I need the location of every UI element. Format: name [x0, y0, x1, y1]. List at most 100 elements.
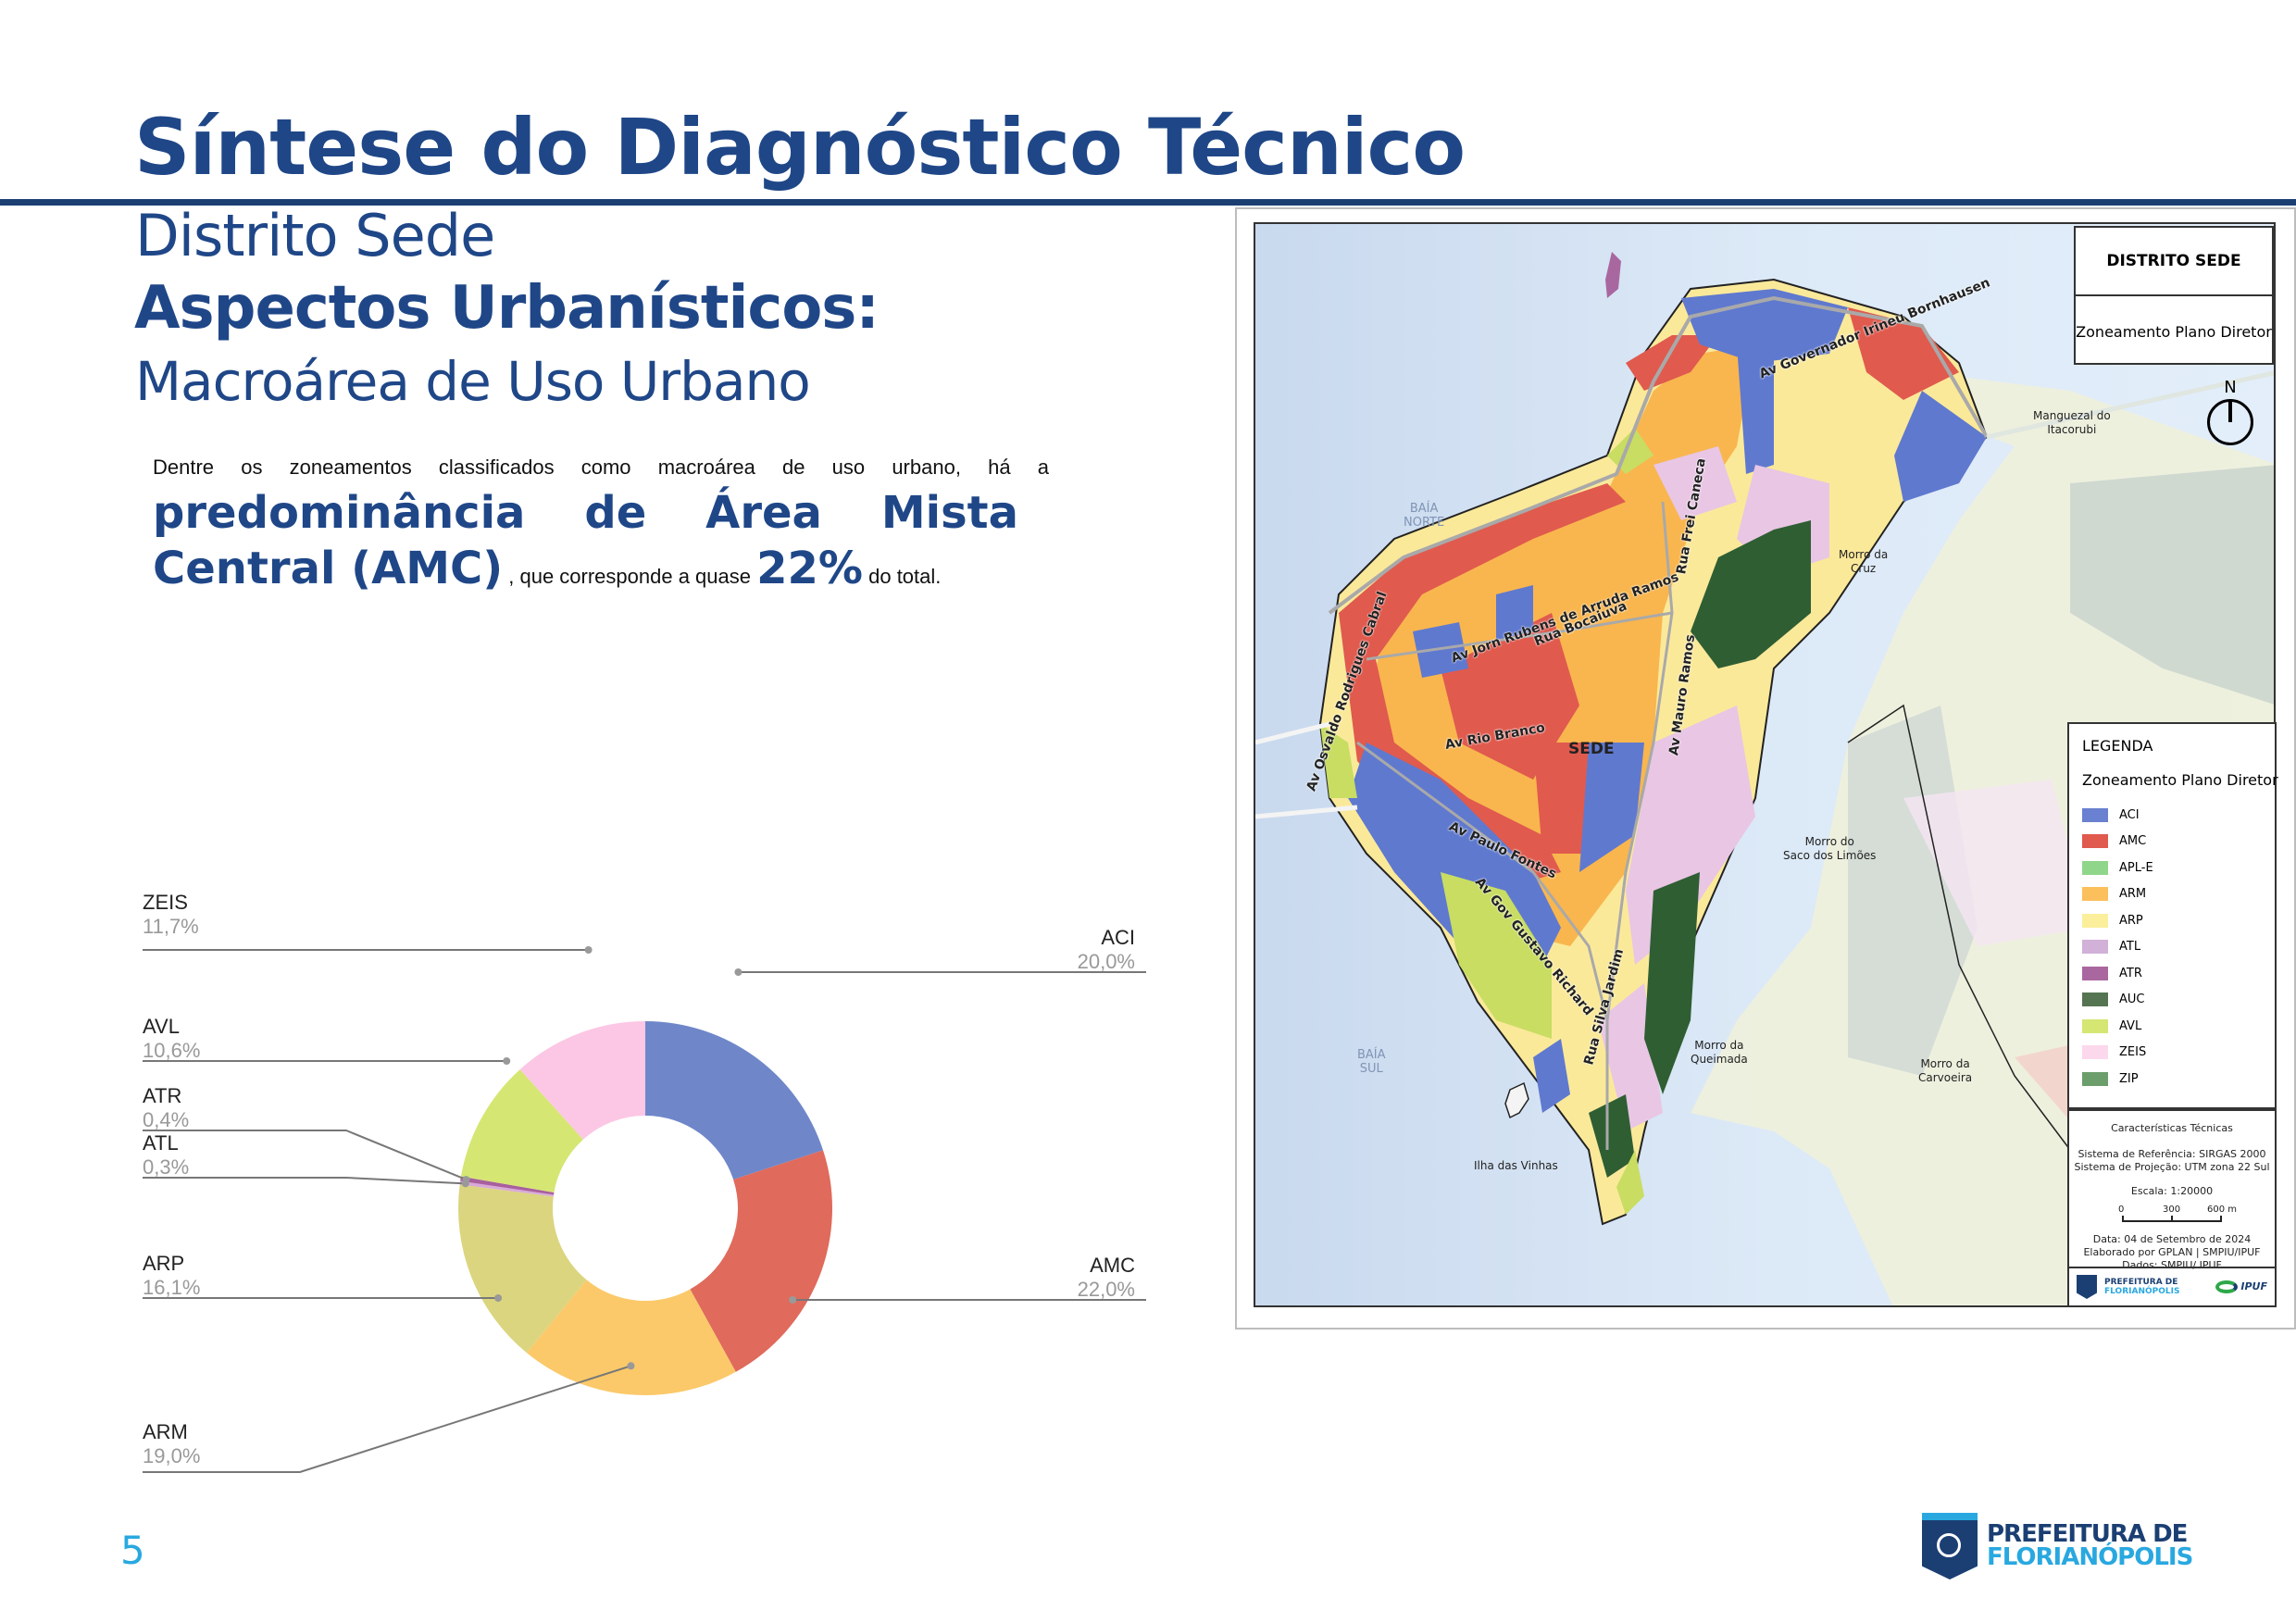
donut-slice-arp[interactable]: [457, 1184, 587, 1354]
map-label-baia-norte: BAÍA NORTE: [1404, 502, 1445, 530]
scale-tick-300: 300: [2163, 1205, 2181, 1215]
donut-slice-atr[interactable]: [460, 1176, 555, 1195]
summary-bold: Central (AMC): [153, 543, 504, 594]
legend-item: ATR: [2082, 960, 2262, 987]
technical-info: Características Técnicas Sistema de Refe…: [2067, 1109, 2277, 1307]
summary-line-2: predominância de Área Mista: [153, 487, 1018, 539]
label-atr: ATR 0,4%: [143, 1084, 190, 1131]
legend-swatch: [2082, 887, 2108, 902]
legend-label: AMC: [2119, 834, 2147, 849]
legend-item: ZEIS: [2082, 1040, 2262, 1067]
donut-slice-arm[interactable]: [526, 1280, 736, 1395]
scale-tick-0: 0: [2118, 1205, 2125, 1215]
legend-label: ATL: [2119, 940, 2141, 955]
donut-chart: ZEIS 11,7% AVL 10,6% ATR 0,4% ATL 0,3% ARP 16…: [0, 833, 1204, 1500]
tech-date: Data: 04 de Setembro de 2024: [2092, 1233, 2252, 1245]
north-arrow: N: [2205, 378, 2255, 445]
scale-bar: 0 300 600 m: [2116, 1204, 2237, 1226]
leader-line: [143, 1130, 467, 1180]
tech-author: Elaborado por GPLAN | SMPIU/IPUF: [2083, 1246, 2261, 1258]
summary-line-3: Central (AMC) , que corresponde a quase …: [153, 541, 1049, 605]
leader-dot: [503, 1057, 511, 1065]
legend-swatch: [2082, 1045, 2108, 1060]
legend-label: ACI: [2119, 807, 2140, 822]
summary-percent: 22%: [756, 543, 863, 594]
legend-item: ACI: [2082, 802, 2262, 829]
legend-swatch: [2082, 966, 2108, 980]
legend-item: ATL: [2082, 934, 2262, 961]
leader-dot: [462, 1176, 470, 1184]
legend-item: AUC: [2082, 987, 2262, 1014]
legend-label: ZIP: [2119, 1071, 2139, 1086]
label-aci: ACI 20,0%: [1077, 926, 1135, 973]
donut-slice-amc[interactable]: [690, 1150, 832, 1372]
map-label-morro-carvoeira: Morro da Carvoeira: [1918, 1057, 1973, 1084]
leader-dot: [627, 1362, 635, 1370]
compass-icon: [2207, 399, 2253, 445]
label-amc: AMC 22,0%: [1077, 1254, 1135, 1301]
summary-paragraph: Dentre os zoneamentos classificados como…: [153, 456, 1049, 605]
label-avl: AVL 10,6%: [143, 1015, 201, 1062]
north-label: N: [2224, 378, 2237, 397]
legend-item: ARP: [2082, 907, 2262, 934]
prefeitura-logo-text: PREFEITURA DE FLORIANÓPOLIS: [1987, 1520, 2193, 1571]
leader-dot: [584, 946, 593, 954]
map-label-morro-saco-limoes: Morro do Saco dos Limões: [1783, 835, 1877, 862]
legend-swatch: [2082, 1071, 2108, 1086]
map-title-box: DISTRITO SEDE Zoneamento Plano Diretor: [2074, 226, 2274, 365]
tech-heading: Características Técnicas: [2111, 1122, 2233, 1134]
legend-swatch: [2082, 807, 2108, 822]
legend-swatch: [2082, 834, 2108, 849]
prefeitura-mini-logo: PREFEITURA DE FLORIANÓPOLIS: [2104, 1278, 2180, 1296]
map-title: DISTRITO SEDE: [2076, 228, 2272, 296]
legend-item: AMC: [2082, 829, 2262, 855]
prefeitura-shield-icon: [2077, 1275, 2097, 1299]
tech-scale: Escala: 1:20000: [2130, 1185, 2214, 1197]
section-subtitle: Aspectos Urbanísticos:: [134, 274, 880, 343]
legend-swatch: [2082, 1018, 2108, 1033]
legend-item: AVL: [2082, 1013, 2262, 1040]
map-legend: LEGENDA Zoneamento Plano Diretor ACI AMC A…: [2067, 722, 2278, 1109]
page-number: 5: [120, 1528, 145, 1573]
legend-label: ATR: [2119, 966, 2142, 980]
donut-slice-atl[interactable]: [459, 1180, 555, 1197]
legend-title: LEGENDA: [2082, 737, 2153, 755]
summary-line-1: Dentre os zoneamentos classificados como…: [153, 456, 1049, 479]
legend-item: ZIP: [2082, 1066, 2262, 1092]
map-subtitle: Zoneamento Plano Diretor: [2076, 322, 2272, 341]
donut-slice-avl[interactable]: [460, 1069, 583, 1192]
scale-tick-600: 600 m: [2206, 1205, 2237, 1215]
summary-end: do total.: [863, 565, 942, 588]
legend-item: ARM: [2082, 881, 2262, 908]
legend-subtitle: Zoneamento Plano Diretor: [2082, 771, 2278, 789]
ipuf-swoosh-icon: [2215, 1280, 2239, 1293]
map-label-sede: SEDE: [1568, 740, 1615, 758]
leader-line: [143, 1177, 466, 1185]
legend-swatch: [2082, 993, 2108, 1007]
legend-swatch: [2082, 860, 2108, 875]
donut-slice-zeis[interactable]: [519, 1021, 645, 1140]
summary-small: , que corresponde a quase: [503, 565, 757, 588]
tech-logos: PREFEITURA DE FLORIANÓPOLIS IPUF: [2069, 1267, 2275, 1305]
legend-label: ARM: [2119, 887, 2147, 902]
ipuf-logo: IPUF: [2215, 1280, 2267, 1293]
legend-label: AVL: [2119, 1018, 2142, 1033]
legend-item: APL-E: [2082, 855, 2262, 881]
map-label-ilha-vinhas: Ilha das Vinhas: [1474, 1159, 1558, 1172]
label-zeis: ZEIS 11,7%: [143, 891, 199, 938]
page-title: Síntese do Diagnóstico Técnico: [134, 102, 1466, 193]
label-atl: ATL 0,3%: [143, 1131, 190, 1179]
donut-chart-svg: [143, 946, 1146, 1473]
map-label-morro-da-cruz: Morro da Cruz: [1839, 548, 1889, 575]
legend-label: ARP: [2119, 913, 2143, 928]
tech-reference: Sistema de Referência: SIRGAS 2000: [2078, 1148, 2266, 1160]
leader-dot: [494, 1294, 503, 1302]
legend-label: APL-E: [2119, 860, 2153, 875]
label-arm: ARM 19,0%: [143, 1420, 201, 1467]
legend-items: ACI AMC APL-E ARM ARP ATL ATR AUC AVL ZEIS ZIP: [2082, 802, 2262, 1092]
donut-slice-aci[interactable]: [645, 1021, 824, 1180]
legend-label: ZEIS: [2119, 1045, 2147, 1060]
map-label-morro-queimada: Morro da Queimada: [1691, 1039, 1748, 1066]
district-subtitle: Distrito Sede: [135, 202, 495, 269]
topic-subtitle: Macroárea de Uso Urbano: [135, 350, 811, 413]
